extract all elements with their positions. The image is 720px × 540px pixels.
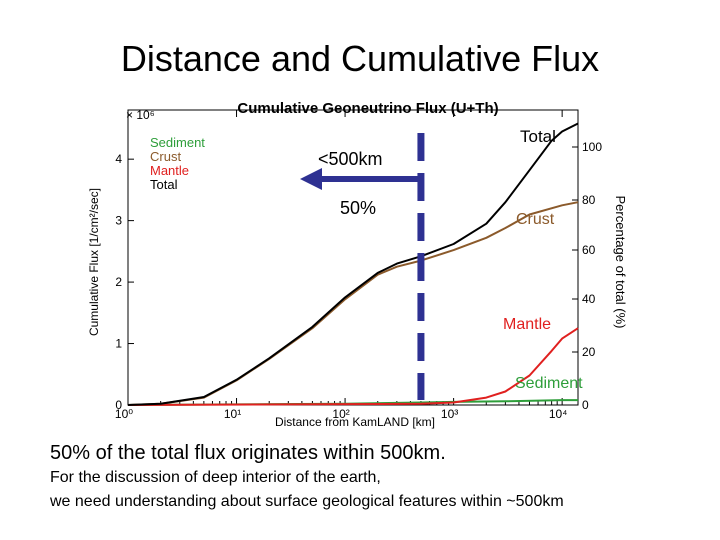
y-multiplier: × 10⁶ [126, 108, 155, 122]
x-tick-label: 10⁴ [549, 407, 568, 421]
right-tick-label: 20 [582, 345, 596, 359]
arrow-head [300, 168, 322, 190]
annotation-within-500km: <500km [318, 149, 383, 169]
caption-detail-line-2: we need understanding about surface geol… [50, 493, 564, 510]
legend-entry-total: Total [150, 177, 178, 192]
y-tick-label: 0 [115, 398, 122, 412]
y-axis-label: Cumulative Flux [1/cm²/sec] [87, 188, 101, 336]
right-tick-label: 100 [582, 140, 602, 154]
legend-entry-crust: Crust [150, 149, 181, 164]
x-tick-label: 10⁰ [115, 407, 133, 421]
series-line-crust [127, 201, 579, 406]
y-tick-label: 2 [115, 275, 122, 289]
caption-summary: 50% of the total flux originates within … [50, 442, 446, 464]
series-line-total [127, 122, 579, 406]
x-axis-label: Distance from KamLAND [km] [275, 415, 435, 429]
annotation-total: Total [520, 127, 556, 146]
x-tick-label: 10² [332, 407, 349, 421]
legend-entry-mantle: Mantle [150, 163, 189, 178]
annotation-50-percent: 50% [340, 198, 376, 218]
right-tick-label: 40 [582, 292, 596, 306]
slide-title: Distance and Cumulative Flux [120, 38, 600, 79]
y-tick-label: 1 [115, 337, 122, 351]
right-axis-label: Percentage of total (%) [613, 196, 628, 329]
legend-entry-sediment: Sediment [150, 135, 205, 150]
y-tick-label: 3 [115, 214, 122, 228]
annotation-crust: Crust [516, 211, 555, 228]
right-tick-label: 60 [582, 243, 596, 257]
right-tick-label: 0 [582, 398, 589, 412]
y-tick-label: 4 [115, 152, 122, 166]
x-tick-label: 10¹ [224, 407, 241, 421]
annotation-mantle: Mantle [503, 316, 551, 333]
caption-detail: For the discussion of deep interior of t… [50, 466, 564, 514]
series-line-mantle [127, 327, 579, 406]
caption-detail-line-1: For the discussion of deep interior of t… [50, 469, 381, 486]
chart-title: Cumulative Geoneutrino Flux (U+Th) [237, 100, 498, 117]
x-tick-label: 10³ [441, 407, 458, 421]
right-tick-label: 80 [582, 193, 596, 207]
annotation-sediment: Sediment [515, 375, 583, 392]
